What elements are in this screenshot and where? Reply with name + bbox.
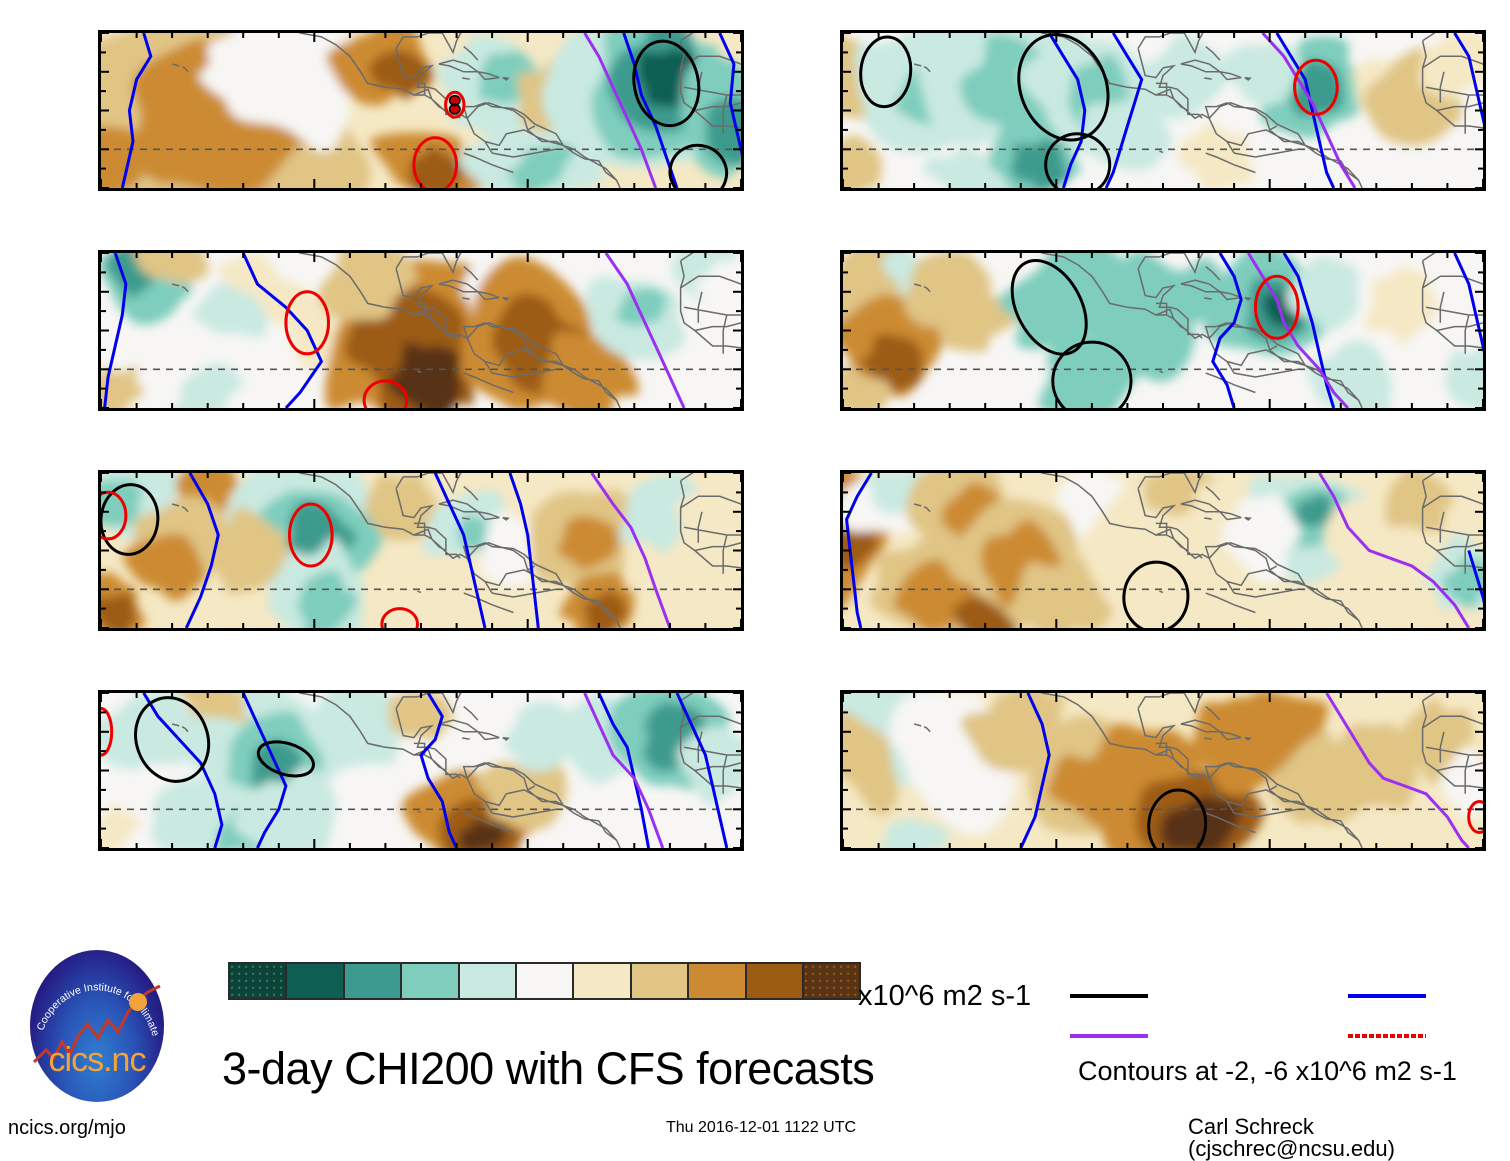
plot-area	[840, 470, 1486, 631]
legend-line-low	[1070, 1034, 1148, 1038]
legend-line-mjo	[1070, 994, 1148, 998]
colorbar-swatch	[746, 964, 804, 998]
footer-site-link[interactable]: ncics.org/mjo	[8, 1117, 126, 1139]
main-title: 3-day CHI200 with CFS forecasts	[222, 1043, 875, 1094]
colorbar-swatch	[344, 964, 403, 998]
plot-area	[98, 470, 744, 631]
colorbar-swatch	[402, 964, 460, 998]
colorbar-swatch	[574, 964, 632, 998]
plot-area	[98, 250, 744, 411]
legend-line-er	[1348, 1034, 1426, 1038]
legend-line-kelvin-x2	[1348, 994, 1426, 998]
plot-area	[98, 30, 744, 191]
colorbar-swatch	[459, 964, 517, 998]
contour-note: Contours at -2, -6 x10^6 m2 s-1	[1078, 1056, 1457, 1086]
plot-area	[98, 690, 744, 851]
plot-area	[840, 690, 1486, 851]
colorbar-swatch	[516, 964, 575, 998]
colorbar-swatch	[230, 964, 288, 998]
footer-timestamp: Thu 2016-12-01 1122 UTC	[666, 1119, 857, 1136]
colorbar-swatch	[689, 964, 747, 998]
cics-nc-logo: Cooperative Institute for Climate and Sa…	[22, 946, 172, 1106]
colorbar-swatch	[287, 964, 345, 998]
plot-area	[840, 30, 1486, 191]
footer-author: Carl Schreck (cjschrec@ncsu.edu)	[1188, 1114, 1395, 1161]
logo-ring-text: Cooperative Institute for Climate and Sa…	[30, 950, 161, 1064]
colorbar-swatch	[803, 964, 860, 998]
logo-oval	[30, 950, 164, 1102]
plot-area	[840, 250, 1486, 411]
colorbar-swatch	[631, 964, 690, 998]
colorbar	[228, 962, 862, 1000]
colorbar-unit-label: x10^6 m2 s-1	[858, 980, 1032, 1012]
logo-wordmark: cics.nc	[48, 1041, 147, 1079]
